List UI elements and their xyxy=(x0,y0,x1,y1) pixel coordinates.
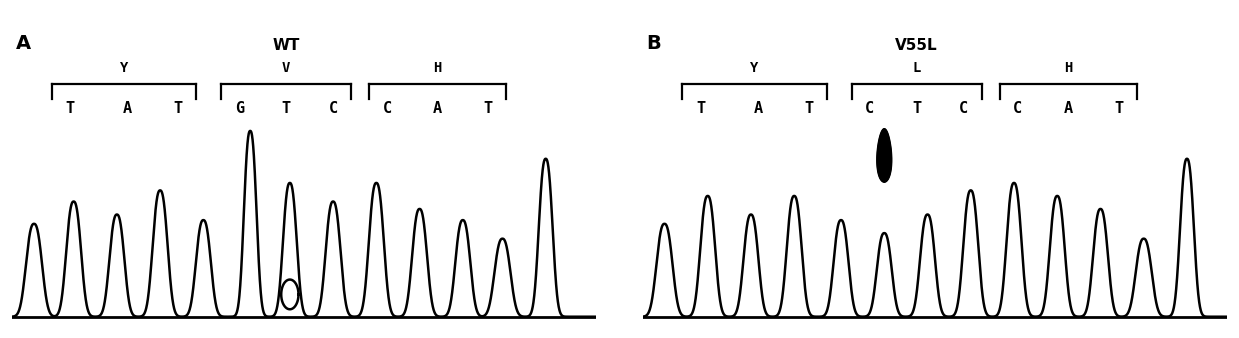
Text: C: C xyxy=(383,101,392,116)
Text: T: T xyxy=(483,101,493,116)
Text: A: A xyxy=(16,34,31,53)
Text: T: T xyxy=(173,101,182,116)
Text: T: T xyxy=(696,101,705,116)
Text: C: C xyxy=(865,101,875,116)
Text: B: B xyxy=(647,34,662,53)
Text: H: H xyxy=(1064,61,1072,75)
Text: WT: WT xyxy=(273,38,300,53)
Text: T: T xyxy=(1114,101,1123,116)
Text: V: V xyxy=(282,61,290,75)
Text: A: A xyxy=(434,101,442,116)
Text: T: T xyxy=(66,101,74,116)
Text: L: L xyxy=(913,61,921,75)
Text: A: A xyxy=(1063,101,1073,116)
Text: C: C xyxy=(328,101,338,116)
Text: C: C xyxy=(1014,101,1022,116)
Text: G: G xyxy=(235,101,244,116)
Text: A: A xyxy=(753,101,763,116)
Text: C: C xyxy=(959,101,968,116)
Text: H: H xyxy=(434,61,442,75)
Text: A: A xyxy=(123,101,133,116)
Text: Y: Y xyxy=(120,61,129,75)
Polygon shape xyxy=(877,129,892,182)
Text: T: T xyxy=(281,101,291,116)
Text: V55L: V55L xyxy=(896,38,938,53)
Text: T: T xyxy=(912,101,922,116)
Text: T: T xyxy=(804,101,813,116)
Text: Y: Y xyxy=(751,61,758,75)
